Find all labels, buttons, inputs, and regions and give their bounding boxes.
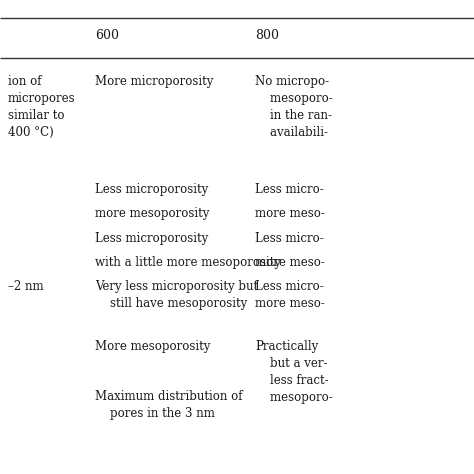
Text: No micropo-
    mesoporo-
    in the ran-
    availabili-: No micropo- mesoporo- in the ran- availa… bbox=[255, 75, 333, 139]
Text: 800: 800 bbox=[255, 28, 279, 42]
Text: Less micro-: Less micro- bbox=[255, 232, 324, 245]
Text: 600: 600 bbox=[95, 28, 119, 42]
Text: Practically
    but a ver-
    less fract-
    mesoporo-: Practically but a ver- less fract- mesop… bbox=[255, 340, 333, 404]
Text: Less micro-: Less micro- bbox=[255, 183, 324, 196]
Text: with a little more mesoporosity: with a little more mesoporosity bbox=[95, 256, 281, 269]
Text: More mesoporosity: More mesoporosity bbox=[95, 340, 210, 353]
Text: Less micro-
more meso-: Less micro- more meso- bbox=[255, 280, 325, 310]
Text: Less microporosity: Less microporosity bbox=[95, 232, 208, 245]
Text: –2 nm: –2 nm bbox=[8, 280, 44, 293]
Text: more mesoporosity: more mesoporosity bbox=[95, 207, 210, 220]
Text: more meso-: more meso- bbox=[255, 207, 325, 220]
Text: More microporosity: More microporosity bbox=[95, 75, 213, 88]
Text: more meso-: more meso- bbox=[255, 256, 325, 269]
Text: ion of
micropores
similar to
400 °C): ion of micropores similar to 400 °C) bbox=[8, 75, 76, 139]
Text: Very less microporosity but
    still have mesoporosity: Very less microporosity but still have m… bbox=[95, 280, 258, 310]
Text: Less microporosity: Less microporosity bbox=[95, 183, 208, 196]
Text: Maximum distribution of
    pores in the 3 nm: Maximum distribution of pores in the 3 n… bbox=[95, 390, 243, 420]
